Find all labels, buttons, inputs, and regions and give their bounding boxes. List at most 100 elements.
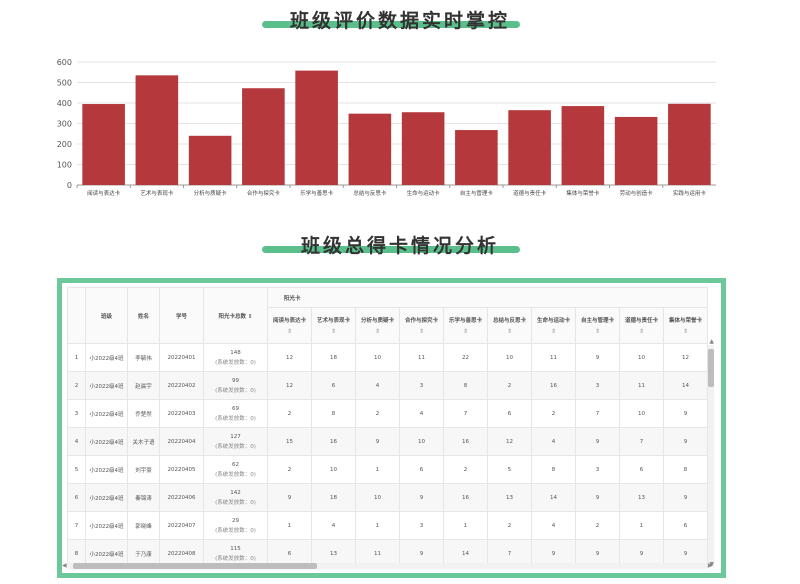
cell-card-count: 10: [399, 427, 444, 456]
cell-card-count: 1: [355, 511, 400, 540]
cell-class: 小2022级4班: [85, 427, 128, 456]
sort-icon[interactable]: ⇕: [418, 328, 425, 335]
table-row[interactable]: 3 小2022级4班 乔楚然 20220403 69 (系统发放数：0) 2 8 2 4 7 6 2 7 1…: [67, 399, 708, 428]
bar[interactable]: [348, 113, 392, 185]
horizontal-scrollbar[interactable]: [67, 563, 707, 569]
sort-icon[interactable]: ⇕: [330, 328, 337, 335]
total-value: 142: [230, 489, 241, 496]
header-card-7[interactable]: 生命与运动卡 ⇕: [531, 307, 576, 344]
system-issued-note: (系统发放数：0): [215, 555, 256, 562]
cell-card-count: 10: [619, 399, 664, 428]
scroll-left-arrow[interactable]: ◀: [62, 562, 67, 569]
bar[interactable]: [188, 135, 232, 185]
header-index: [67, 287, 86, 344]
cell-card-count: 6: [619, 455, 664, 484]
bar[interactable]: [295, 70, 338, 185]
cell-card-count: 18: [311, 343, 356, 372]
cell-card-count: 2: [531, 399, 576, 428]
cell-card-count: 4: [399, 399, 444, 428]
scroll-down-arrow[interactable]: ▼: [709, 561, 714, 568]
header-card-5[interactable]: 乐学与善思卡 ⇕: [443, 307, 488, 344]
cell-card-count: 16: [443, 483, 488, 512]
total-value: 69: [232, 405, 239, 412]
sort-icon[interactable]: ⇕: [286, 328, 293, 335]
sort-icon[interactable]: ⇕: [506, 328, 513, 335]
bar[interactable]: [82, 104, 125, 185]
header-card-1[interactable]: 阅读与表达卡 ⇕: [267, 307, 312, 344]
table-row[interactable]: 8 小2022级4班 于乃康 20220408 115 (系统发放数：0) 6 13 11 9 14…: [67, 539, 708, 568]
cell-card-count: 4: [311, 511, 356, 540]
header-card-label: 集体与荣誉卡: [668, 318, 702, 324]
cell-card-count: 4: [531, 511, 576, 540]
cell-card-count: 10: [355, 483, 400, 512]
header-card-3[interactable]: 分析与质疑卡 ⇕: [355, 307, 400, 344]
sort-icon[interactable]: ⇕: [247, 313, 253, 320]
scroll-up-arrow[interactable]: ▲: [709, 338, 714, 345]
header-card-6[interactable]: 总结与反思卡 ⇕: [487, 307, 532, 344]
cell-card-count: 7: [575, 399, 620, 428]
sort-icon[interactable]: ⇕: [682, 328, 689, 335]
header-card-8[interactable]: 自主与管理卡 ⇕: [575, 307, 620, 344]
vertical-scroll-thumb[interactable]: [708, 349, 714, 387]
sort-icon[interactable]: ⇕: [462, 328, 469, 335]
cell-card-count: 8: [663, 455, 708, 484]
header-card-10[interactable]: 集体与荣誉卡 ⇕: [663, 307, 708, 344]
bar[interactable]: [242, 88, 285, 185]
system-issued-note: (系统发放数：0): [215, 499, 256, 506]
cell-class: 小2022级4班: [85, 371, 128, 400]
sort-icon[interactable]: ⇕: [374, 328, 381, 335]
card-table: 班级 姓名 学号 阳光卡总数 ⇕ 阳光卡 阅读与表达卡 ⇕ 艺术与表现卡 ⇕ 分析与质疑…: [67, 287, 708, 568]
cell-total: 69 (系统发放数：0): [203, 399, 268, 428]
sort-icon[interactable]: ⇕: [594, 328, 601, 335]
bar[interactable]: [668, 103, 711, 185]
bar[interactable]: [455, 130, 498, 185]
cell-total: 62 (系统发放数：0): [203, 455, 268, 484]
cell-card-count: 13: [619, 483, 664, 512]
row-index: 1: [67, 343, 86, 372]
cell-card-count: 4: [531, 427, 576, 456]
cell-total: 148 (系统发放数：0): [203, 343, 268, 372]
cell-card-count: 2: [267, 399, 312, 428]
table-row[interactable]: 2 小2022级4班 赵晨宇 20220402 99 (系统发放数：0) 12 6 4 3 8 2 16…: [67, 371, 708, 400]
x-tick-label: 合作与探究卡: [247, 189, 281, 197]
x-tick-label: 总结与反思卡: [353, 189, 387, 197]
table-row[interactable]: 5 小2022级4班 刘宇豪 20220405 62 (系统发放数：0) 2 10 1 6 2 5 8 3…: [67, 455, 708, 484]
bar[interactable]: [508, 110, 551, 185]
row-index: 7: [67, 511, 86, 540]
header-total[interactable]: 阳光卡总数 ⇕: [203, 287, 268, 344]
cell-card-count: 9: [575, 427, 620, 456]
vertical-scrollbar[interactable]: [708, 345, 714, 567]
section-title-cards: 班级总得卡情况分析: [300, 235, 499, 257]
header-card-4[interactable]: 合作与探究卡 ⇕: [399, 307, 444, 344]
cell-card-count: 2: [487, 371, 532, 400]
scroll-right-arrow[interactable]: ▶: [708, 562, 713, 569]
cell-total: 127 (系统发放数：0): [203, 427, 268, 456]
cell-card-count: 6: [399, 455, 444, 484]
table-row[interactable]: 1 小2022级4班 李毓伟 20220401 148 (系统发放数：0) 12 18 10 11…: [67, 343, 708, 372]
cell-id: 20220402: [159, 371, 204, 400]
bar[interactable]: [614, 116, 658, 185]
table-row[interactable]: 4 小2022级4班 关木子语 20220404 127 (系统发放数：0) 15 16 9 10…: [67, 427, 708, 456]
total-value: 115: [230, 545, 241, 552]
horizontal-scroll-thumb[interactable]: [73, 563, 317, 569]
header-card-9[interactable]: 道德与责任卡 ⇕: [619, 307, 664, 344]
sort-icon[interactable]: ⇕: [638, 328, 645, 335]
header-card-label: 总结与反思卡: [492, 318, 526, 324]
bar[interactable]: [401, 112, 445, 185]
table-row[interactable]: 6 小2022级4班 秦锦涛 20220406 142 (系统发放数：0) 9 18 10 9 16…: [67, 483, 708, 512]
cell-total: 29 (系统发放数：0): [203, 511, 268, 540]
x-tick-label: 道德与责任卡: [513, 189, 547, 197]
cell-card-count: 14: [531, 483, 576, 512]
system-issued-note: (系统发放数：0): [215, 527, 256, 534]
header-group-sunshine: 阳光卡: [267, 287, 708, 308]
sort-icon[interactable]: ⇕: [550, 328, 557, 335]
bar[interactable]: [561, 106, 605, 185]
cell-card-count: 16: [531, 371, 576, 400]
cell-name: 乔楚然: [127, 399, 160, 428]
bar-chart: 0 100 200 300 400 500 600 阅读与表达卡 艺术与表现卡 分析与质疑卡 合作与…: [57, 58, 716, 197]
header-card-label: 生命与运动卡: [536, 318, 570, 324]
bar[interactable]: [135, 75, 179, 185]
table-row[interactable]: 7 小2022级4班 郭晓峰 20220407 29 (系统发放数：0) 1 4 1 3 1 2 4 2 1…: [67, 511, 708, 540]
cell-class: 小2022级4班: [85, 511, 128, 540]
header-card-2[interactable]: 艺术与表现卡 ⇕: [311, 307, 356, 344]
